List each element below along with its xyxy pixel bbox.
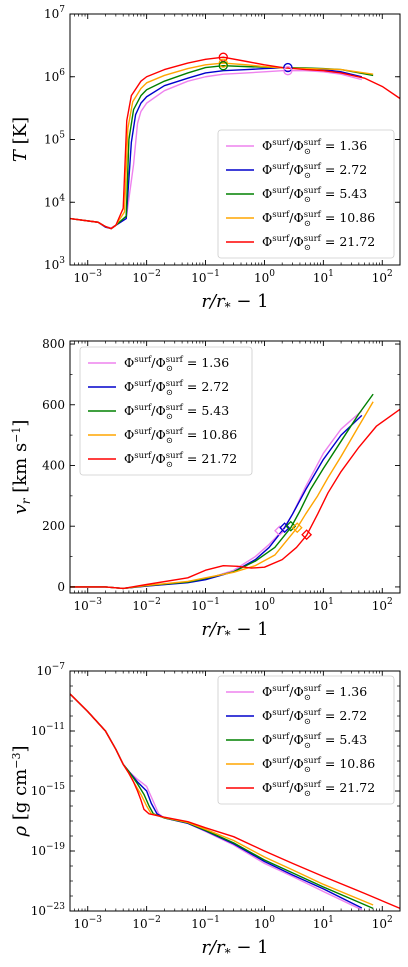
y-tick-label: 0 — [57, 580, 65, 594]
y-tick-label: 10−7 — [36, 662, 65, 678]
x-tick-label: 101 — [313, 269, 334, 285]
x-tick-label: 10−3 — [73, 269, 102, 285]
x-tick-label: 100 — [254, 915, 275, 931]
x-tick-label: 101 — [313, 597, 334, 613]
legend-label-0: Φsurf/Φsurf ⊙ = 1.36 — [262, 684, 367, 703]
x-tick-label: 102 — [372, 915, 393, 931]
legend-label-2: Φsurf/Φsurf ⊙ = 5.43 — [262, 732, 367, 751]
series-line-4 — [70, 693, 400, 910]
y-tick-label: 105 — [44, 131, 65, 147]
x-tick-label: 10−3 — [73, 915, 102, 931]
x-tick-label: 10−2 — [132, 269, 161, 285]
marker-circle-3 — [283, 62, 293, 73]
y-tick-label: 107 — [44, 5, 65, 21]
x-tick-label: 10−1 — [191, 915, 220, 931]
plot-area — [70, 693, 400, 911]
panel-velocity: 10−3 10−2 10−1 100 101 102 0 200 400 600 800 r/r* −… — [10, 337, 401, 642]
legend-label-2: Φsurf/Φsurf ⊙ = 5.43 — [124, 403, 229, 422]
legend-label-4: Φsurf/Φsurf ⊙ = 21.72 — [124, 451, 237, 470]
marker-diamond-2 — [285, 520, 297, 532]
plot-area — [70, 393, 400, 590]
series-line-4 — [70, 56, 400, 230]
marker-diamond-3 — [291, 522, 303, 534]
axes-frame — [69, 340, 401, 594]
x-tick-label: 10−2 — [132, 915, 161, 931]
x-tick-label: 10−3 — [73, 597, 102, 613]
marker-diamond-1 — [279, 522, 291, 534]
legend: Φsurf/Φsurf ⊙ = 1.36 Φsurf/Φsurf ⊙ = 2.72 Φs… — [217, 129, 395, 259]
legend-label-4: Φsurf/Φsurf ⊙ = 21.72 — [262, 234, 375, 253]
x-tick-label: 100 — [254, 597, 275, 613]
y-tick-label: 10−23 — [31, 902, 66, 918]
legend-box — [217, 675, 395, 805]
y-tick-label: 10−19 — [31, 842, 66, 858]
legend-label-0: Φsurf/Φsurf ⊙ = 1.36 — [262, 138, 367, 157]
legend-label-3: Φsurf/Φsurf ⊙ = 10.86 — [262, 210, 375, 229]
y-tick-label: 10−15 — [31, 782, 66, 798]
x-axis-label: r/r* − 1 — [201, 291, 268, 314]
legend-box — [217, 129, 395, 259]
marker-circle-2 — [218, 61, 228, 71]
panel-temperature: 10−3 10−2 10−1 100 101 102 103 104 105 106 107 r/r*… — [10, 5, 401, 314]
legend-label-3: Φsurf/Φsurf ⊙ = 10.86 — [124, 427, 237, 446]
y-tick-label: 104 — [44, 193, 65, 209]
y-axis-label: ρ [g cm−3] — [10, 746, 31, 838]
x-axis-label: r/r* − 1 — [201, 619, 268, 642]
panel-density: 10−3 10−2 10−1 100 101 102 10−23 10−19 10−15 10−1… — [10, 662, 401, 960]
x-tick-label: 100 — [254, 269, 275, 285]
legend-label-0: Φsurf/Φsurf ⊙ = 1.36 — [124, 355, 229, 374]
x-tick-label: 10−2 — [132, 597, 161, 613]
x-tick-label: 10−1 — [191, 597, 220, 613]
y-tick-label: 200 — [42, 519, 65, 533]
legend-label-1: Φsurf/Φsurf ⊙ = 2.72 — [262, 162, 367, 181]
marker-circle-1 — [218, 58, 228, 68]
x-tick-label: 10−1 — [191, 269, 220, 285]
legend-box — [79, 346, 253, 476]
legend-label-3: Φsurf/Φsurf ⊙ = 10.86 — [262, 756, 375, 775]
x-tick-label: 102 — [372, 597, 393, 613]
legend-label-1: Φsurf/Φsurf ⊙ = 2.72 — [124, 379, 229, 398]
y-axis-label: T [K] — [10, 117, 31, 162]
legend-label-1: Φsurf/Φsurf ⊙ = 2.72 — [262, 708, 367, 727]
y-tick-label: 10−11 — [31, 722, 65, 738]
legend: Φsurf/Φsurf ⊙ = 1.36 Φsurf/Φsurf ⊙ = 2.72 Φs… — [79, 346, 253, 476]
y-axis-label: vr [km s−1] — [10, 420, 33, 515]
legend-label-2: Φsurf/Φsurf ⊙ = 5.43 — [262, 186, 367, 205]
y-tick-label: 400 — [42, 458, 65, 472]
series-line-4 — [70, 408, 400, 590]
y-tick-label: 800 — [42, 337, 65, 351]
x-tick-label: 101 — [313, 915, 334, 931]
x-tick-label: 102 — [372, 269, 393, 285]
legend-label-4: Φsurf/Φsurf ⊙ = 21.72 — [262, 780, 375, 799]
y-tick-label: 103 — [44, 256, 65, 272]
plot-area — [70, 52, 400, 230]
marker-circle-4 — [283, 66, 293, 76]
y-tick-label: 600 — [42, 398, 65, 412]
marker-diamond-4 — [301, 529, 313, 541]
legend: Φsurf/Φsurf ⊙ = 1.36 Φsurf/Φsurf ⊙ = 2.72 Φs… — [217, 675, 395, 805]
x-axis-label: r/r* − 1 — [201, 937, 268, 960]
y-tick-label: 106 — [44, 68, 65, 84]
